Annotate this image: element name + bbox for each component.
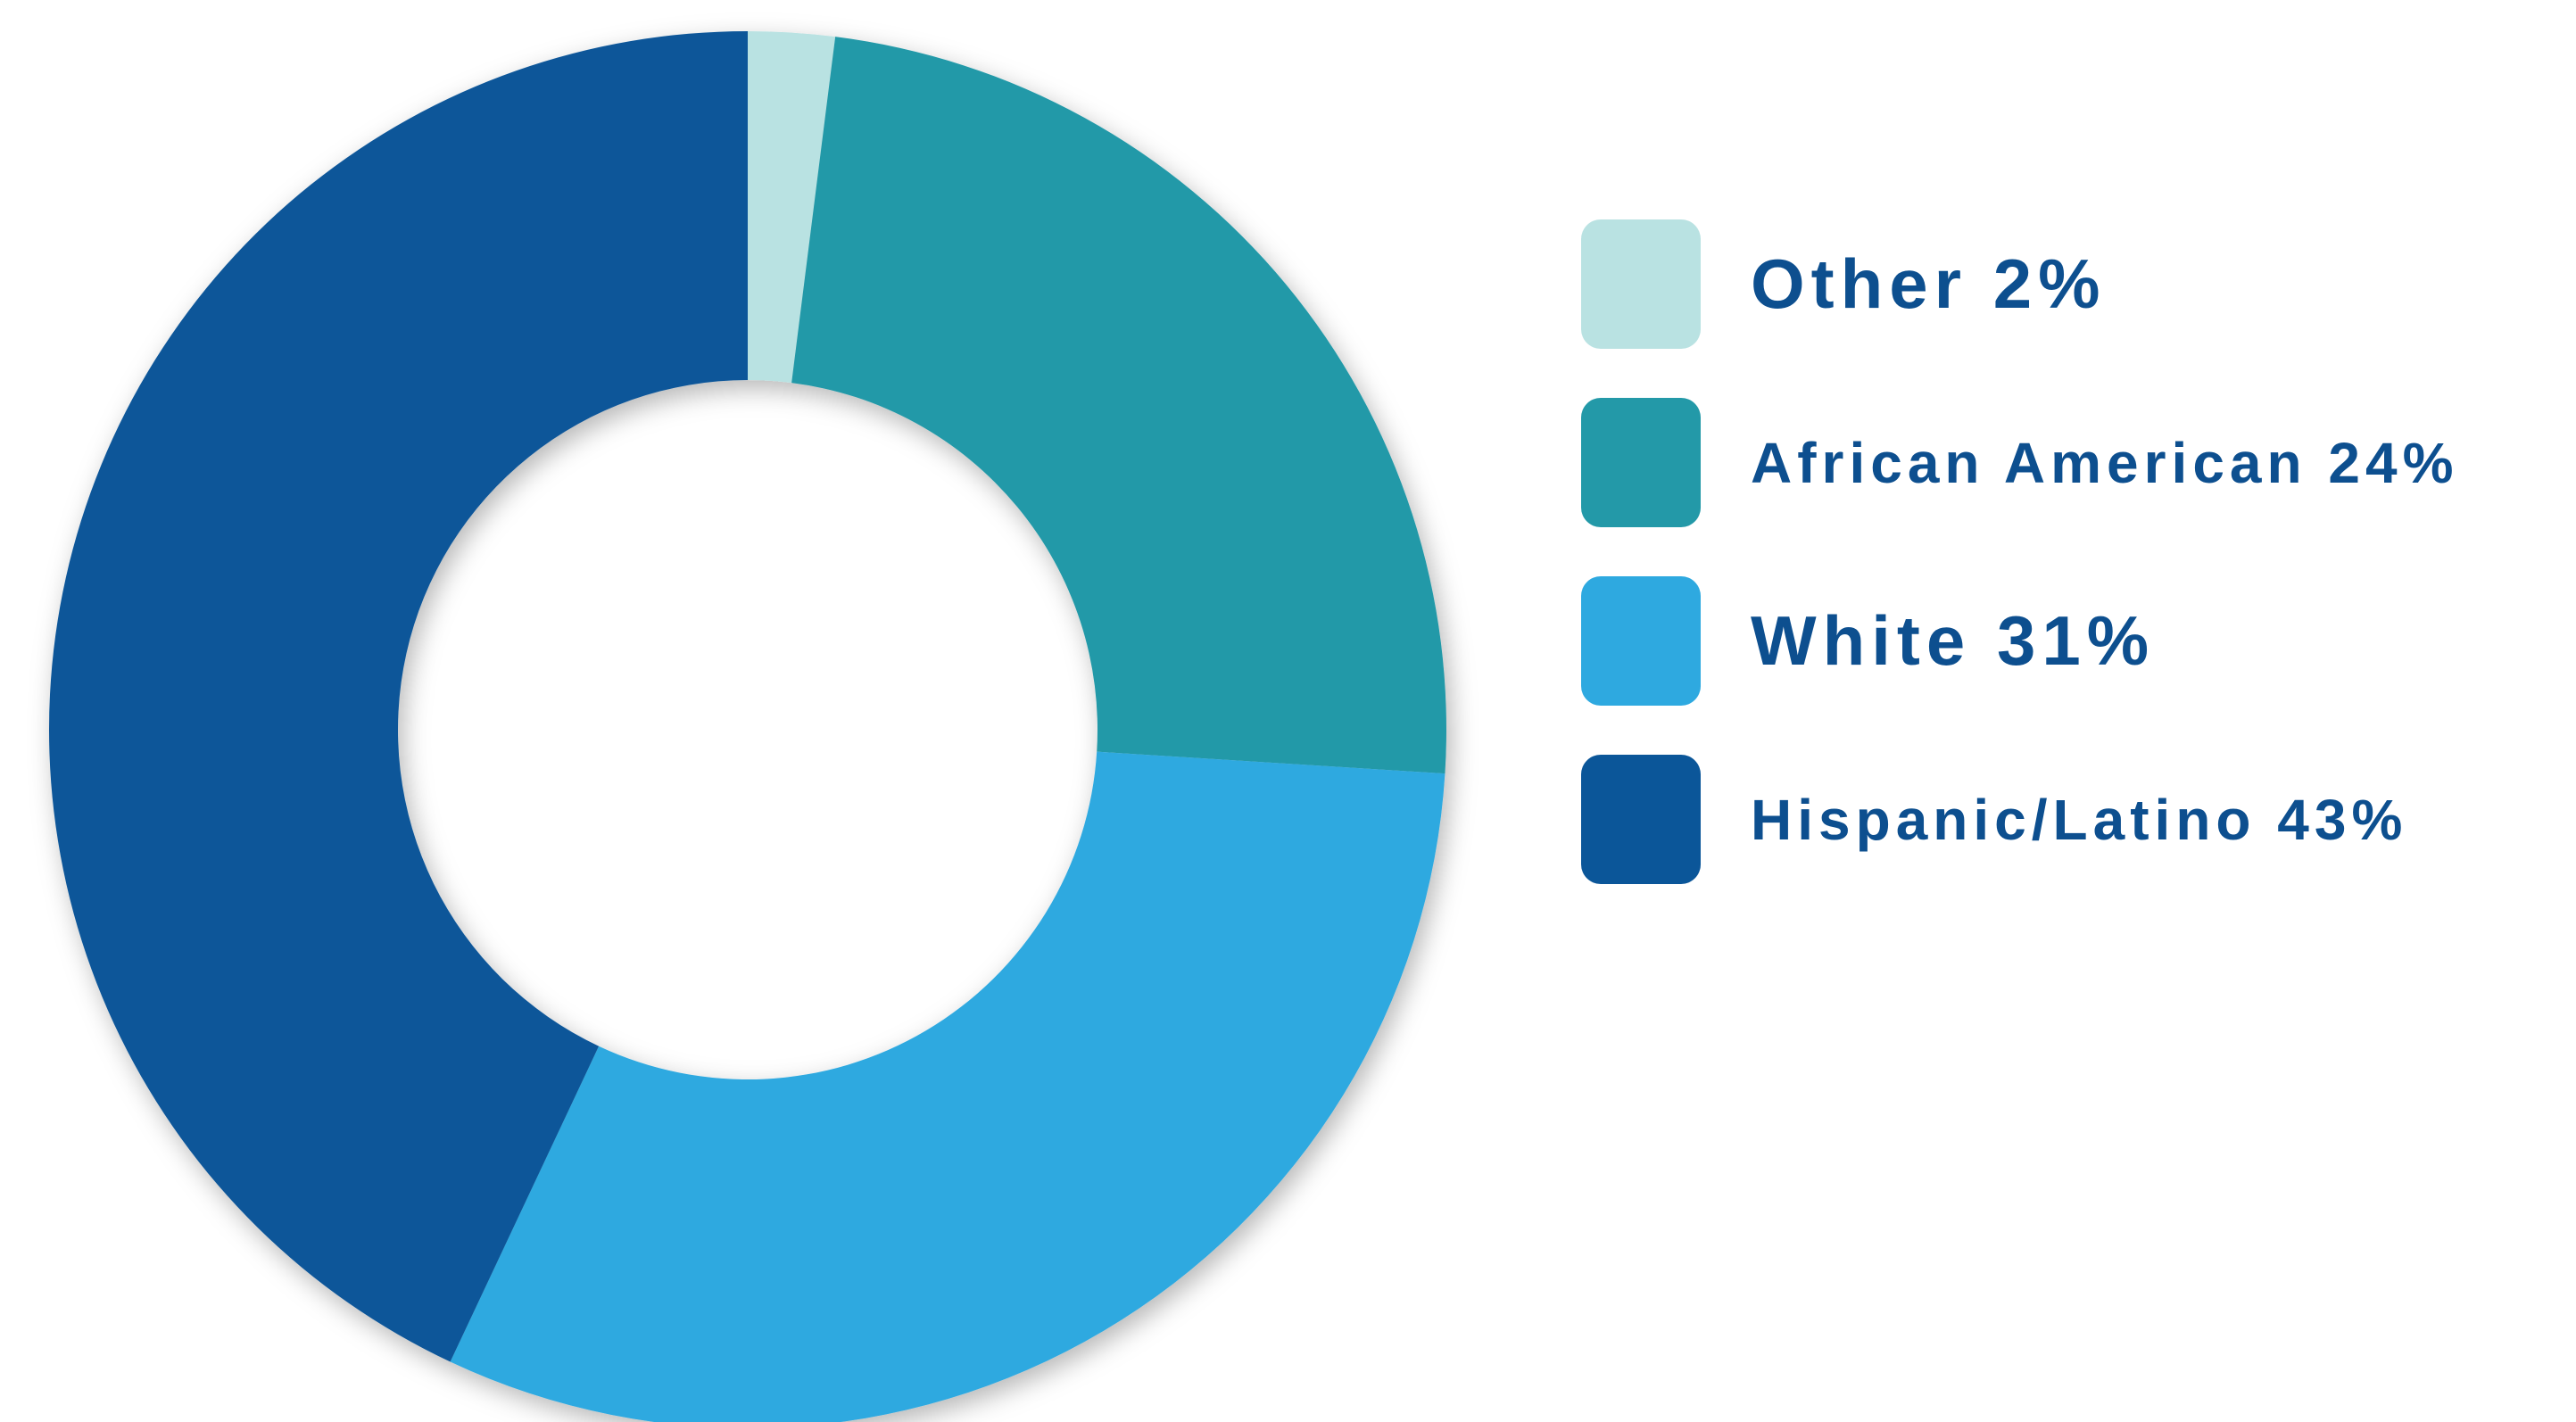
legend-label-white: White 31% (1751, 601, 2156, 680)
legend-label-other: Other 2% (1751, 244, 2107, 323)
legend-swatch-white (1581, 576, 1701, 706)
donut-slices (49, 31, 1447, 1422)
legend-swatch-african-american (1581, 398, 1701, 527)
legend-item-white: White 31% (1581, 576, 2458, 706)
legend-label-african-american: African American 24% (1751, 430, 2459, 495)
slice-african-american (791, 37, 1447, 774)
legend-swatch-hispanic-latino (1581, 755, 1701, 884)
legend-item-other: Other 2% (1581, 219, 2458, 349)
slice-hispanic-latino (49, 31, 749, 1362)
legend-item-hispanic-latino: Hispanic/Latino 43% (1581, 755, 2458, 884)
slice-white (450, 751, 1445, 1422)
legend: Other 2% African American 24% White 31% … (1581, 219, 2458, 933)
legend-label-hispanic-latino: Hispanic/Latino 43% (1751, 787, 2408, 852)
slice-other (748, 31, 836, 384)
legend-item-african-american: African American 24% (1581, 398, 2458, 527)
legend-swatch-other (1581, 219, 1701, 349)
